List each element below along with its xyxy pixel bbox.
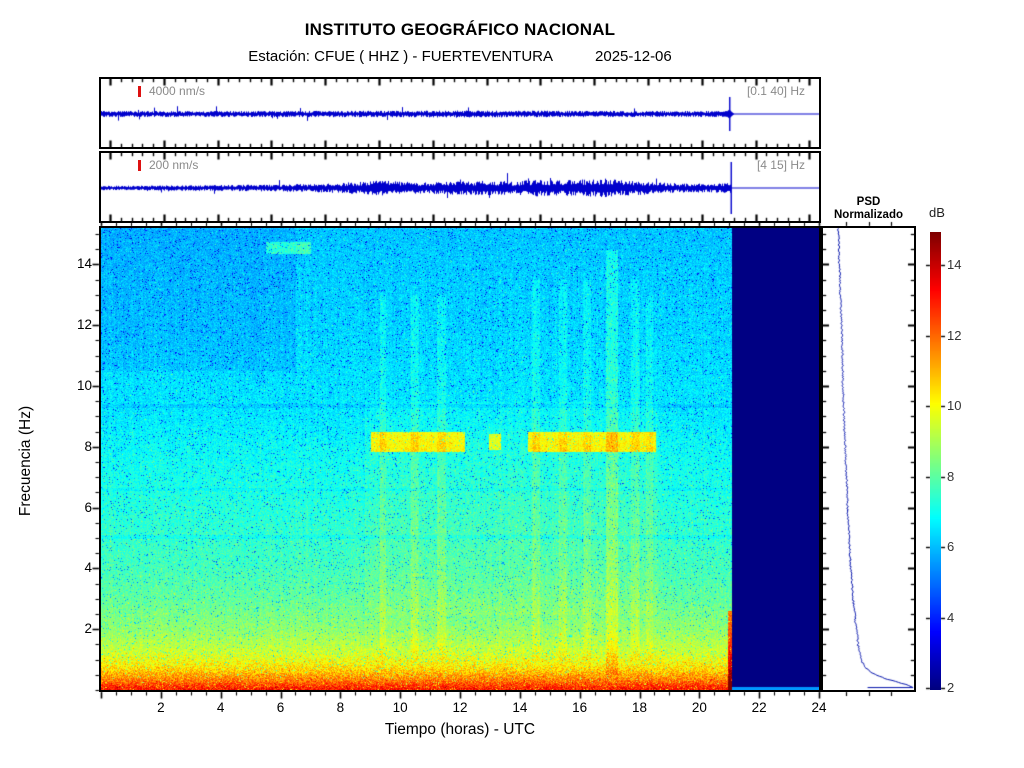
y-tick-label: 12 bbox=[76, 317, 92, 333]
x-tick-label: 12 bbox=[452, 700, 468, 715]
scale-label-broadband: 4000 nm/s bbox=[149, 84, 206, 98]
colorbar-tick-label: 6 bbox=[947, 539, 955, 555]
x-axis-label: Tiempo (horas) - UTC bbox=[384, 721, 536, 738]
colorbar-tick-label: 12 bbox=[947, 327, 962, 343]
spectrogram-canvas bbox=[101, 228, 819, 690]
subtitle: Estación: CFUE ( HHZ ) - FUERTEVENTURA 2… bbox=[55, 48, 865, 65]
x-tick-label: 6 bbox=[276, 700, 285, 715]
y-axis-label-wrap: Frecuencia (Hz) bbox=[10, 330, 36, 590]
psd-curve-canvas bbox=[823, 228, 914, 690]
psd-title: PSD Normalizado bbox=[833, 196, 903, 221]
x-tick-label: 22 bbox=[751, 700, 767, 715]
y-axis-label: Frecuencia (Hz) bbox=[17, 405, 34, 517]
x-tick-label: 4 bbox=[216, 700, 225, 715]
scale-marker-filtered bbox=[138, 160, 141, 171]
x-tick-label: 8 bbox=[336, 700, 345, 715]
psd-panel bbox=[821, 226, 916, 692]
colorbar-canvas bbox=[930, 232, 941, 690]
filter-label-filtered: [4 15] Hz bbox=[756, 158, 805, 172]
spectrogram-panel bbox=[99, 226, 821, 692]
filtered-seismogram-panel bbox=[99, 151, 821, 223]
x-tick-label: 2 bbox=[157, 700, 165, 715]
x-tick-label: 16 bbox=[572, 700, 588, 715]
broadband-seismogram-panel bbox=[99, 77, 821, 149]
x-tick-label: 14 bbox=[512, 700, 528, 715]
filter-label-broadband: [0.1 40] Hz bbox=[746, 84, 805, 98]
x-tick-label: 18 bbox=[631, 700, 648, 715]
colorbar-tick-label: 10 bbox=[947, 398, 962, 414]
colorbar-units-label: dB bbox=[929, 205, 945, 220]
page-title: INSTITUTO GEOGRÁFICO NACIONAL bbox=[304, 20, 616, 39]
station-label: Estación: CFUE ( HHZ ) - FUERTEVENTURA bbox=[248, 48, 554, 65]
filtered-trace-canvas bbox=[101, 153, 819, 221]
scale-marker-broadband bbox=[138, 86, 141, 97]
y-tick-label: 14 bbox=[76, 256, 92, 272]
colorbar-tick-label: 14 bbox=[947, 257, 962, 273]
y-tick-label: 10 bbox=[76, 378, 92, 394]
colorbar-tick-label: 2 bbox=[947, 680, 955, 696]
x-tick-label: 10 bbox=[392, 700, 408, 715]
colorbar-tick-label: 4 bbox=[947, 609, 955, 625]
y-tick-label: 6 bbox=[84, 499, 92, 515]
y-tick-label: 2 bbox=[84, 621, 92, 637]
broadband-trace-canvas bbox=[101, 79, 819, 147]
y-tick-label: 8 bbox=[84, 438, 92, 454]
colorbar-tick-label: 8 bbox=[947, 468, 955, 484]
x-tick-label: 20 bbox=[691, 700, 707, 715]
scale-label-filtered: 200 nm/s bbox=[149, 158, 199, 172]
date-label: 2025-12-06 bbox=[595, 48, 672, 65]
x-tick-label: 24 bbox=[811, 700, 827, 715]
y-tick-label: 4 bbox=[84, 560, 92, 576]
